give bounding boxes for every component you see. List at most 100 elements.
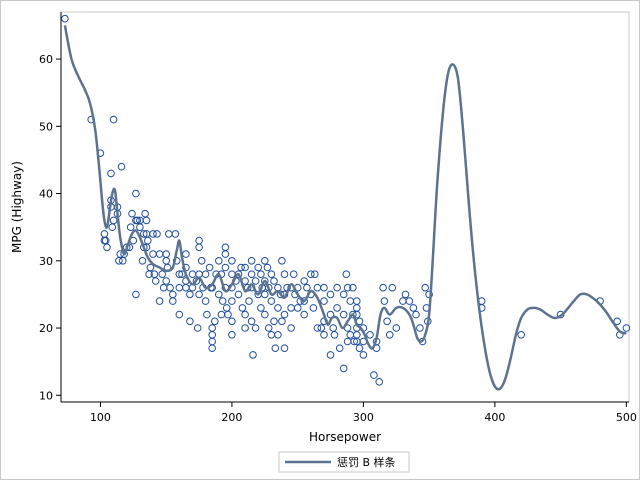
scatter-point bbox=[141, 209, 149, 218]
scatter-point bbox=[412, 310, 420, 319]
scatter-point bbox=[208, 324, 216, 332]
y-axis-title: MPG (Highway) bbox=[10, 161, 24, 253]
scatter-point bbox=[241, 263, 249, 272]
scatter-point bbox=[107, 169, 115, 178]
scatter-point bbox=[392, 324, 401, 332]
scatter-point bbox=[149, 230, 157, 238]
scatter-point bbox=[247, 270, 256, 279]
scatter-point bbox=[380, 297, 389, 305]
scatter-point bbox=[228, 270, 236, 279]
scatter-point bbox=[405, 297, 414, 305]
scatter-point bbox=[201, 270, 210, 279]
scatter-point bbox=[421, 283, 430, 292]
scatter-point bbox=[245, 297, 253, 305]
scatter-point bbox=[217, 310, 226, 319]
scatter-point bbox=[409, 304, 418, 312]
scatter-point bbox=[293, 304, 302, 312]
scatter-point bbox=[186, 290, 194, 299]
scatter-point bbox=[159, 283, 168, 292]
scatter-point bbox=[136, 223, 144, 231]
scatter-point bbox=[158, 270, 166, 279]
scatter-point bbox=[370, 371, 378, 379]
scatter-point bbox=[221, 243, 230, 252]
scatter-point bbox=[182, 250, 190, 258]
scatter-point bbox=[342, 270, 351, 279]
scatter-point bbox=[280, 270, 289, 279]
scatter-point bbox=[425, 290, 433, 299]
scatter-point bbox=[359, 351, 368, 359]
scatter-point bbox=[234, 270, 243, 279]
scatter-point bbox=[208, 337, 216, 346]
scatter-point bbox=[188, 270, 197, 279]
scatter-point bbox=[224, 310, 232, 319]
scatter-point bbox=[251, 277, 260, 285]
plot-area: 10 20 30 40 50 60 100 200 300 400 500 bbox=[39, 11, 637, 424]
scatter-point bbox=[399, 297, 407, 305]
scatter-point bbox=[401, 290, 410, 299]
scatter-point bbox=[132, 189, 140, 198]
scatter-point bbox=[346, 331, 355, 339]
scatter-point bbox=[153, 230, 161, 238]
legend: 惩罚 B 样条 bbox=[278, 451, 410, 473]
scatter-point bbox=[208, 331, 216, 339]
scatter-point bbox=[169, 297, 177, 305]
scatter-point bbox=[208, 344, 216, 353]
scatter-point bbox=[375, 378, 384, 386]
scatter-point bbox=[270, 317, 278, 326]
scatter-point bbox=[353, 304, 361, 312]
scatter-point bbox=[222, 304, 231, 312]
scatter-point bbox=[142, 216, 151, 225]
scatter-point bbox=[211, 317, 219, 326]
scatter-point bbox=[172, 257, 181, 265]
scatter-point bbox=[144, 236, 152, 245]
scatter-point bbox=[309, 304, 318, 312]
scatter-point bbox=[109, 216, 118, 225]
scatter-point bbox=[149, 250, 157, 258]
scatter-point bbox=[218, 297, 227, 305]
scatter-point bbox=[353, 331, 361, 339]
scatter-point bbox=[613, 317, 622, 326]
scatter-point bbox=[221, 263, 230, 272]
scatter-point bbox=[355, 344, 364, 353]
scatter-point bbox=[311, 270, 319, 279]
scatter-point bbox=[276, 290, 285, 299]
scatter-point bbox=[241, 324, 249, 332]
scatter-point bbox=[140, 230, 148, 238]
scatter-point bbox=[228, 297, 236, 305]
scatter-point bbox=[261, 257, 269, 265]
scatter-point bbox=[267, 270, 276, 279]
scatter-point bbox=[175, 310, 184, 319]
scatter-point bbox=[330, 331, 339, 339]
x-axis-title: Horsepower bbox=[309, 430, 381, 444]
scatter-point bbox=[333, 304, 341, 312]
scatter-point bbox=[280, 344, 289, 353]
x-tick-label: 200 bbox=[221, 411, 242, 424]
scatter-point bbox=[166, 283, 174, 292]
scatter-point bbox=[317, 324, 326, 332]
x-tick-label: 400 bbox=[484, 411, 505, 424]
scatter-point bbox=[257, 304, 265, 312]
scatter-point bbox=[278, 317, 286, 326]
scatter-point bbox=[274, 331, 282, 339]
scatter-point bbox=[320, 283, 328, 292]
scatter-point bbox=[195, 236, 203, 245]
scatter-point bbox=[379, 283, 387, 292]
scatter-point bbox=[300, 277, 309, 285]
scatter-point bbox=[195, 243, 203, 252]
scatter-point bbox=[263, 263, 272, 272]
scatter-point bbox=[201, 297, 210, 305]
scatter-point bbox=[287, 324, 295, 332]
scatter-point bbox=[343, 337, 352, 346]
scatter-point bbox=[339, 310, 348, 319]
scatter-point bbox=[120, 250, 128, 258]
scatter-point bbox=[126, 223, 135, 231]
scatter-point bbox=[155, 250, 164, 258]
scatter-point bbox=[251, 324, 260, 332]
scatter-point bbox=[264, 324, 273, 332]
scatter-point bbox=[234, 290, 243, 299]
scatter-point bbox=[313, 283, 322, 292]
scatter-point bbox=[333, 283, 341, 292]
scatter-point bbox=[335, 344, 344, 353]
scatter-point bbox=[228, 257, 236, 265]
